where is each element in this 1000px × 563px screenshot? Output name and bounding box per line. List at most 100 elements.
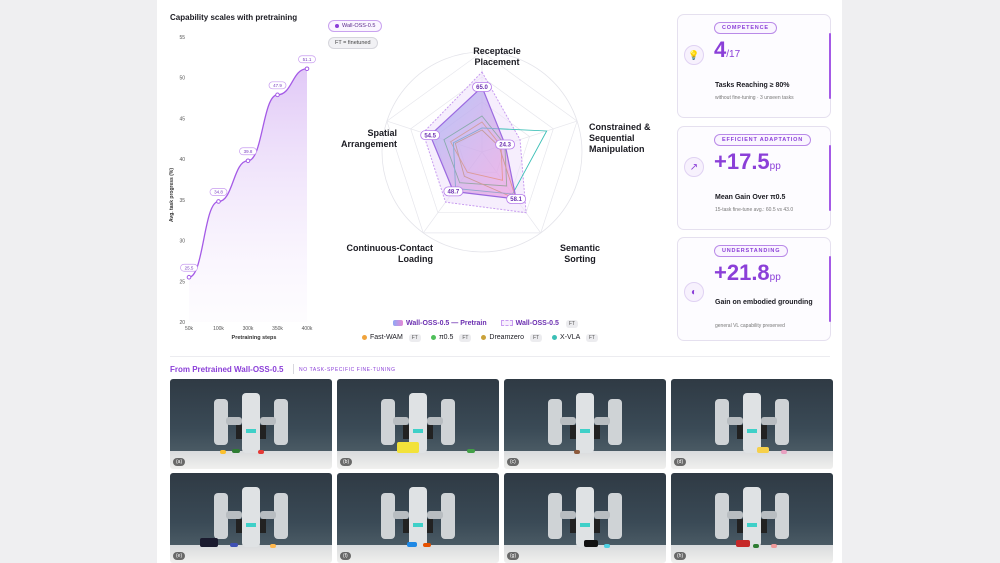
legend-ft-tag: FT <box>459 334 472 342</box>
page: Capability scales with pretraining 55 50 4… <box>157 0 842 563</box>
legend-swatch-ft <box>500 320 513 327</box>
card-accent <box>829 256 831 322</box>
line-y-tick: 35 <box>179 198 185 204</box>
card-accent <box>829 33 831 99</box>
card-value: +21.8pp <box>714 260 781 286</box>
model-pill: Wall-OSS-0.5 <box>328 20 383 32</box>
robot-arm-icon <box>715 487 789 548</box>
legend-label-pi05: π0.5 <box>438 334 454 341</box>
radar-data-label: 54.5 <box>424 133 436 139</box>
line-data-label-bg <box>209 188 228 196</box>
card-tag: COMPETENCE <box>714 22 777 34</box>
brain-icon: ◐ <box>684 282 704 302</box>
legend-label-fast-wam: Fast-WAM <box>370 334 403 341</box>
card-label: Tasks Reaching ≥ 80% <box>715 82 790 89</box>
line-x-tick: 50k <box>185 326 194 332</box>
legend-ft-tag: FT <box>529 334 543 342</box>
robot-image-b: (b) <box>337 379 499 469</box>
line-data-label: 47.9 <box>273 83 282 88</box>
radar-label-semantic: Semantic Sorting <box>550 243 610 265</box>
radar-label-line: Continuous-Contact <box>346 243 433 253</box>
line-data-label: 25.5 <box>185 265 194 270</box>
radar-data-label-bg <box>472 82 492 92</box>
card-accent <box>829 145 831 211</box>
line-data-label: 51.1 <box>303 57 312 62</box>
image-index-label: (d) <box>674 458 687 466</box>
line-chart: 55 50 45 40 35 30 25 20 50k 100k 300k 350k 400k 25.… <box>169 35 316 341</box>
image-index-label: (g) <box>507 552 520 560</box>
card-subtext: general VL capability preserved <box>715 323 785 329</box>
line-x-tick: 100k <box>213 326 224 332</box>
line-x-tick: 300k <box>243 326 254 332</box>
line-y-tick: 50 <box>179 76 185 82</box>
robot-image-f: (f) <box>337 473 499 563</box>
radar-label-line: Sorting <box>564 254 596 264</box>
line-y-tick: 40 <box>179 157 185 163</box>
section-divider <box>170 356 830 357</box>
image-index-label: (f) <box>340 552 351 560</box>
line-data-label-bg <box>180 263 198 272</box>
robot-image-g: (g) <box>504 473 666 563</box>
image-index-label: (b) <box>340 458 353 466</box>
robot-arm-icon <box>715 393 789 454</box>
card-value: 4/17 <box>714 37 740 63</box>
line-x-axis-label: Pretraining steps <box>232 335 277 341</box>
legend-row-2: Fast-WAM FT π0.5 FT Dreamzero FT X-VLA F… <box>362 334 598 342</box>
legend-dot-dreamzero <box>481 334 487 340</box>
radar-label-line: Constrained & <box>589 122 651 132</box>
radar-label-line: Sequential <box>589 133 635 143</box>
line-x-tick: 400k <box>302 326 313 332</box>
radar-label-line: Manipulation <box>589 144 645 154</box>
robot-image-e: (e) <box>170 473 332 563</box>
legend-label-wall-ft: Wall-OSS-0.5 <box>515 320 559 327</box>
legend-dot-fast-wam <box>362 334 367 340</box>
legend-ft-tag: FT <box>585 334 598 342</box>
legend-label-dreamzero: Dreamzero <box>489 334 525 341</box>
gallery-title-separator <box>293 364 294 374</box>
card-subtext: without fine-tuning · 3 unseen tasks <box>715 95 794 101</box>
robot-arm-icon <box>381 487 455 547</box>
legend-ft-tag: FT <box>408 334 421 342</box>
line-data-label-bg <box>298 55 316 64</box>
radar-series-wall-oss-0-5-pretrain <box>429 85 517 200</box>
line-area <box>189 68 307 322</box>
radar-chart: 65.0 24.3 58.1 48.7 54.5 <box>381 51 583 253</box>
lightbulb-icon: 💡 <box>684 45 704 65</box>
card-value-number: +21.8 <box>714 260 770 285</box>
radar-label-line: Arrangement <box>340 139 397 149</box>
legend-row-1: Wall-OSS-0.5 — Pretrain Wall-OSS-0.5 FT <box>393 320 578 328</box>
radar-label-line: Spatial <box>367 128 397 138</box>
line-y-tick: 30 <box>179 239 185 245</box>
radar-label-spatial: Spatial Arrangement <box>327 128 397 150</box>
radar-data-label: 48.7 <box>448 190 460 196</box>
legend-label-x-vla: X-VLA <box>560 334 580 341</box>
gallery-title: From Pretrained Wall-OSS-0.5 <box>170 365 284 374</box>
robot-image-c: (c) <box>504 379 666 469</box>
card-tag: EFFICIENT ADAPTATION <box>714 134 811 146</box>
radar-grid-ring <box>410 76 554 214</box>
card-value-suffix: pp <box>769 161 781 172</box>
trend-up-icon: ↗ <box>684 157 704 177</box>
line-data-label-bg <box>268 81 287 90</box>
line-y-tick: 45 <box>179 116 185 122</box>
robot-arm-icon <box>548 487 622 548</box>
card-label: Gain on embodied grounding <box>715 299 813 306</box>
line-point <box>275 92 280 98</box>
line-chart-title: Capability scales with pretraining <box>170 13 298 22</box>
card-efficient-adaptation: EFFICIENT ADAPTATION ↗ +17.5pp Mean Gain… <box>677 126 831 230</box>
legend-label-pretrain: Wall-OSS-0.5 — Pretrain <box>406 320 487 327</box>
robot-image-a: (a) <box>170 379 332 469</box>
radar-label-receptacle: Receptacle Placement <box>457 46 537 68</box>
legend-dot-pi05 <box>430 334 436 340</box>
ft-note-pill: FT = finetuned <box>328 37 378 49</box>
legend-dot-x-vla <box>552 334 558 340</box>
line-data-label: 34.8 <box>214 190 223 195</box>
line-y-tick: 20 <box>179 320 185 326</box>
legend-swatch-pretrain <box>393 320 403 327</box>
line-y-tick: 25 <box>179 279 185 285</box>
line-data-label-bg <box>239 147 257 156</box>
radar-data-label: 65.0 <box>476 85 488 91</box>
line-x-tick: 350k <box>272 326 283 332</box>
card-understanding: UNDERSTANDING ◐ +21.8pp Gain on embodied… <box>677 237 831 341</box>
card-value-suffix: pp <box>769 272 781 283</box>
